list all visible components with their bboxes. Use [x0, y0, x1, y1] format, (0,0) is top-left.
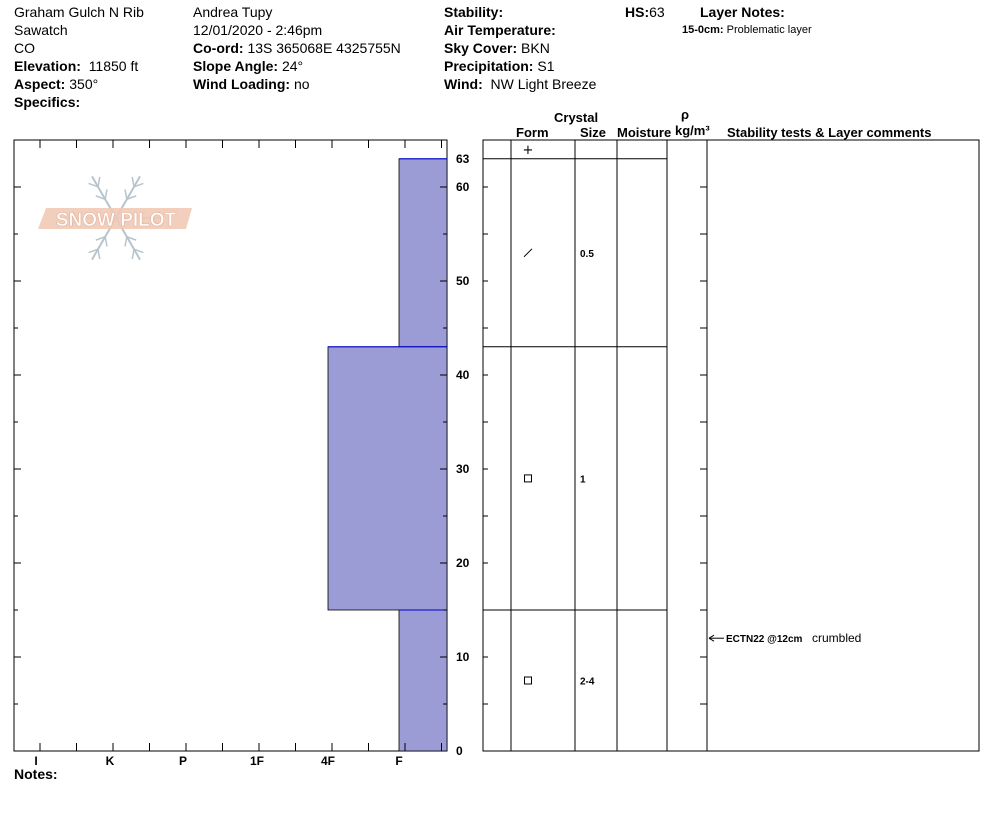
- y-tick-label: 0: [456, 744, 463, 758]
- slope-label: Slope Angle:: [193, 58, 279, 74]
- snowflake-branch: [88, 248, 99, 254]
- wind-loading-label: Wind Loading:: [193, 76, 291, 92]
- snowflake-branch: [88, 182, 99, 188]
- test-arrow-head: [708, 634, 715, 642]
- layer-table: +0.5 1 2-4 ECTN22 @12cm crumbled: [482, 139, 980, 752]
- wind-loading-value: no: [293, 76, 310, 92]
- snowflake-branch: [97, 176, 101, 187]
- hardness-bar-3: [398, 609, 448, 752]
- sky-value: BKN: [521, 40, 550, 56]
- comments-header: Stability tests & Layer comments: [727, 125, 932, 140]
- snowflake-branch: [104, 189, 108, 200]
- size-header: Size: [580, 125, 607, 140]
- slope-angle: Slope Angle: 24°: [193, 57, 303, 75]
- x-tick-label: 1F: [250, 754, 264, 768]
- precip-label: Precipitation:: [444, 58, 534, 74]
- moisture-header: Moisture: [617, 125, 672, 140]
- air-temperature-label: Air Temperature:: [444, 22, 556, 38]
- form-symbol-3: [524, 676, 532, 685]
- x-tick-label: K: [106, 754, 115, 768]
- snowflake-branch: [133, 248, 144, 254]
- snowflake-branch: [126, 236, 137, 241]
- mountain-range: Sawatch: [14, 22, 68, 38]
- specifics-label: Specifics:: [14, 94, 81, 110]
- coord-value: 13S 365068E 4325755N: [247, 40, 401, 56]
- density-unit-header: kg/m³: [675, 123, 710, 138]
- form-symbol-1: [523, 248, 533, 258]
- y-top-label: 63: [456, 152, 470, 166]
- hardness-plot: [13, 139, 448, 752]
- wind-label: Wind:: [444, 76, 483, 92]
- y-tick-label: 50: [456, 274, 470, 288]
- wind-loading: Wind Loading: no: [193, 75, 310, 93]
- location-name: Graham Gulch N Rib: [14, 4, 144, 20]
- hardness-axis: I K P 1F 4F F: [34, 140, 442, 768]
- snowflake-branch: [124, 189, 128, 200]
- logo-banner: [38, 208, 192, 229]
- snowflake-branch: [131, 249, 135, 260]
- snowflake-branch: [126, 195, 137, 200]
- snowflake-branch: [133, 182, 144, 188]
- observation-datetime: 12/01/2020 - 2:46pm: [193, 22, 323, 38]
- notes-label: Notes:: [14, 766, 58, 782]
- coordinates: Co-ord: 13S 365068E 4325755N: [193, 39, 401, 57]
- precipitation: Precipitation: S1: [444, 57, 554, 75]
- snowpilot-logo: SNOW PILOT: [38, 175, 192, 261]
- density-rho-header: ρ: [681, 107, 690, 122]
- wind-value: NW Light Breeze: [490, 76, 597, 92]
- wind: Wind: NW Light Breeze: [444, 75, 596, 93]
- observer-name: Andrea Tupy: [193, 4, 273, 20]
- hs-value: 63: [649, 4, 665, 20]
- size-value-1: 0.5: [580, 249, 594, 260]
- hs-label: HS:: [625, 4, 650, 20]
- coord-label: Co-ord:: [193, 40, 244, 56]
- snowflake-branch: [95, 236, 106, 241]
- sky-cover: Sky Cover: BKN: [444, 39, 550, 57]
- y-tick-label: 40: [456, 368, 470, 382]
- x-tick-label: F: [395, 754, 402, 768]
- layer-note: 15-0cm: Problematic layer: [682, 23, 812, 37]
- layer-note-range: 15-0cm:: [682, 24, 724, 36]
- y-tick-label: 30: [456, 462, 470, 476]
- state: CO: [14, 40, 35, 56]
- sky-label: Sky Cover:: [444, 40, 518, 56]
- logo-text: SNOW PILOT: [56, 210, 177, 231]
- form-symbol-2: [524, 474, 532, 483]
- stability-label: Stability:: [444, 4, 504, 20]
- layer-note-text: Problematic layer: [726, 24, 812, 36]
- precip-value: S1: [537, 58, 555, 74]
- aspect-value: 350°: [69, 76, 99, 92]
- table-frame: [482, 139, 980, 752]
- y-tick-label: 60: [456, 180, 470, 194]
- x-tick-label: 4F: [321, 754, 335, 768]
- elevation-value: 11850 ft: [88, 58, 139, 74]
- hardness-bar-1: [398, 158, 448, 348]
- x-tick-label: I: [34, 754, 37, 768]
- elevation: Elevation: 11850 ft: [14, 57, 138, 75]
- y-tick-label: 20: [456, 556, 470, 570]
- y-tick-label: 10: [456, 650, 470, 664]
- snowflake-branch: [124, 236, 128, 247]
- surface-form-symbol: +: [523, 143, 534, 158]
- aspect: Aspect: 350°: [14, 75, 98, 93]
- total-snow-height: HS:63: [625, 3, 665, 21]
- layer-notes-label: Layer Notes:: [700, 4, 785, 20]
- snowflake-branch: [97, 249, 101, 260]
- snowflake-branch: [95, 195, 106, 200]
- crystal-header: Crystal: [554, 110, 599, 125]
- snowflake-branch: [131, 176, 135, 187]
- elevation-label: Elevation:: [14, 58, 81, 74]
- hardness-bar-2: [327, 346, 448, 611]
- aspect-label: Aspect:: [14, 76, 66, 92]
- form-header: Form: [516, 125, 549, 140]
- stability-test-label: ECTN22 @12cm: [726, 634, 803, 645]
- depth-axis: 0 10 20 30 40 50 60 63: [14, 152, 470, 758]
- stability-test-comment: crumbled: [812, 631, 861, 645]
- snowflake-branch: [104, 236, 108, 247]
- size-value-2: 1: [580, 474, 586, 485]
- slope-value: 24°: [281, 58, 304, 74]
- size-value-3: 2-4: [580, 677, 595, 688]
- x-tick-label: P: [179, 754, 187, 768]
